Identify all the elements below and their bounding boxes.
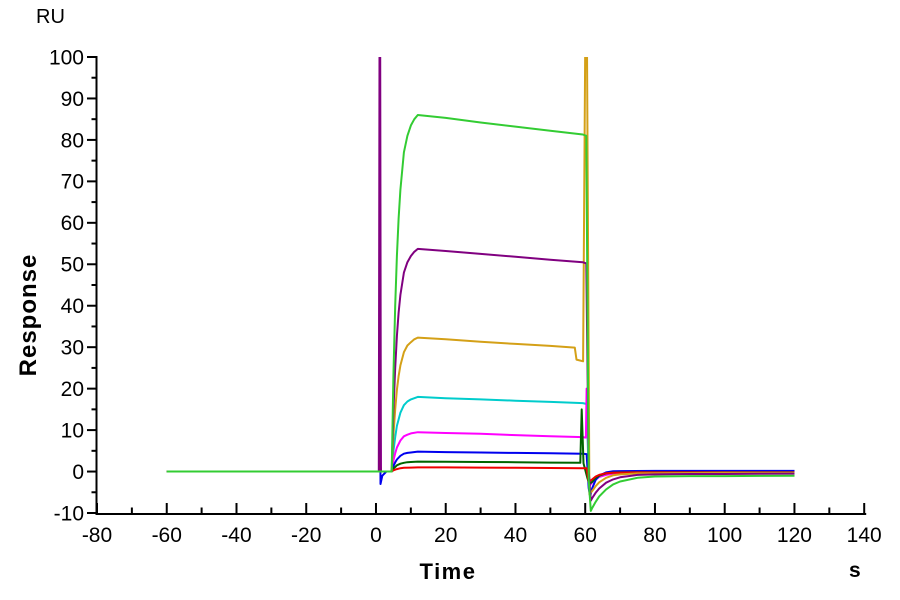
x-tick-label: 40 [504, 524, 527, 547]
x-tick-label: 100 [707, 524, 742, 547]
y-tick-label: 50 [61, 254, 84, 277]
tick-marks [87, 56, 866, 514]
y-tick-label: 80 [61, 129, 84, 152]
y-tick-label: 0 [72, 461, 84, 484]
y-tick-label: 70 [61, 171, 84, 194]
y-tick-label: -10 [54, 502, 84, 525]
y-axis-unit-label: RU [36, 6, 65, 28]
x-tick-label: -20 [291, 524, 321, 547]
x-axis-title: Time [419, 559, 477, 584]
y-tick-label: 30 [61, 337, 84, 360]
curve-blue-5RU [166, 313, 795, 498]
axes [95, 56, 867, 515]
y-tick-label: 20 [61, 378, 84, 401]
y-tick-label: 60 [61, 212, 84, 235]
curve-green-86RU [166, 114, 795, 512]
y-tick-label: 90 [61, 88, 84, 111]
x-axis-unit-label: s [849, 559, 861, 582]
curve-gold-32RU [166, 57, 795, 496]
curves [166, 57, 795, 512]
x-tick-label: -60 [152, 524, 182, 547]
x-tick-label: 120 [777, 524, 812, 547]
x-tick-label: 60 [574, 524, 597, 547]
y-axis-title: Response [15, 253, 42, 377]
y-tick-label: 100 [49, 46, 84, 69]
curve-red-1RU [166, 454, 795, 483]
x-tick-label: -40 [221, 524, 251, 547]
y-tick-label: 40 [61, 295, 84, 318]
x-tick-label: 140 [847, 524, 882, 547]
x-tick-label: -80 [82, 524, 112, 547]
x-tick-label: 0 [370, 524, 382, 547]
x-tick-label: 20 [434, 524, 457, 547]
y-tick-label: 10 [61, 419, 84, 442]
tick-labels: -80 -60 -40 -20 0 20 40 60 80 100 120 140 -10 0 10 20 30… [49, 46, 882, 547]
x-tick-label: 80 [643, 524, 666, 547]
